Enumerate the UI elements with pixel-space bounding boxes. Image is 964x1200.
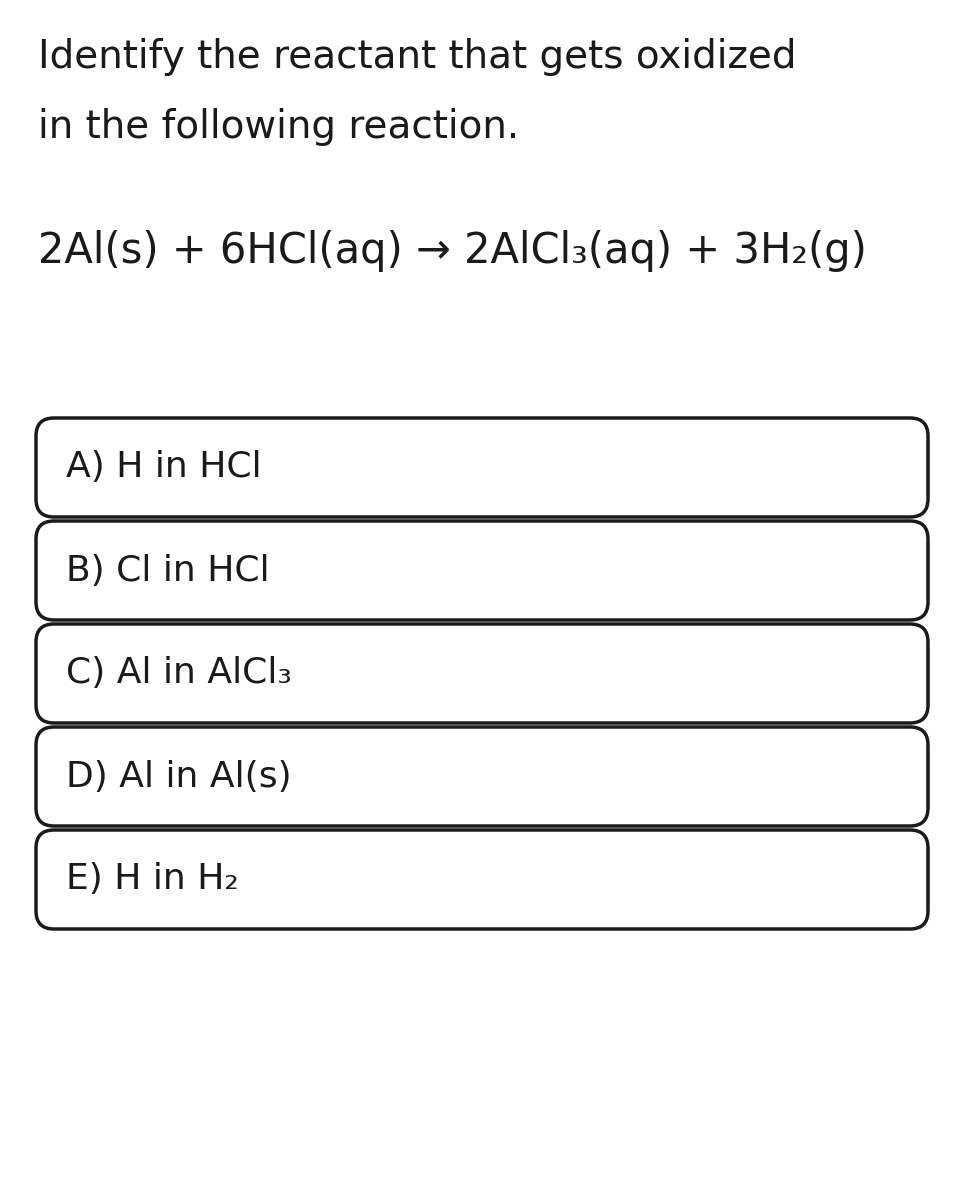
FancyBboxPatch shape [36,830,928,929]
Text: C) Al in AlCl₃: C) Al in AlCl₃ [66,656,292,690]
FancyBboxPatch shape [36,624,928,722]
Text: A) H in HCl: A) H in HCl [66,450,261,485]
Text: 2Al(s) + 6HCl(aq) → 2AlCl₃(aq) + 3H₂(g): 2Al(s) + 6HCl(aq) → 2AlCl₃(aq) + 3H₂(g) [38,230,867,272]
Text: B) Cl in HCl: B) Cl in HCl [66,553,270,588]
Text: E) H in H₂: E) H in H₂ [66,863,239,896]
Text: Identify the reactant that gets oxidized: Identify the reactant that gets oxidized [38,38,796,76]
FancyBboxPatch shape [36,727,928,826]
Text: in the following reaction.: in the following reaction. [38,108,520,146]
FancyBboxPatch shape [36,418,928,517]
FancyBboxPatch shape [36,521,928,620]
Text: D) Al in Al(s): D) Al in Al(s) [66,760,292,793]
